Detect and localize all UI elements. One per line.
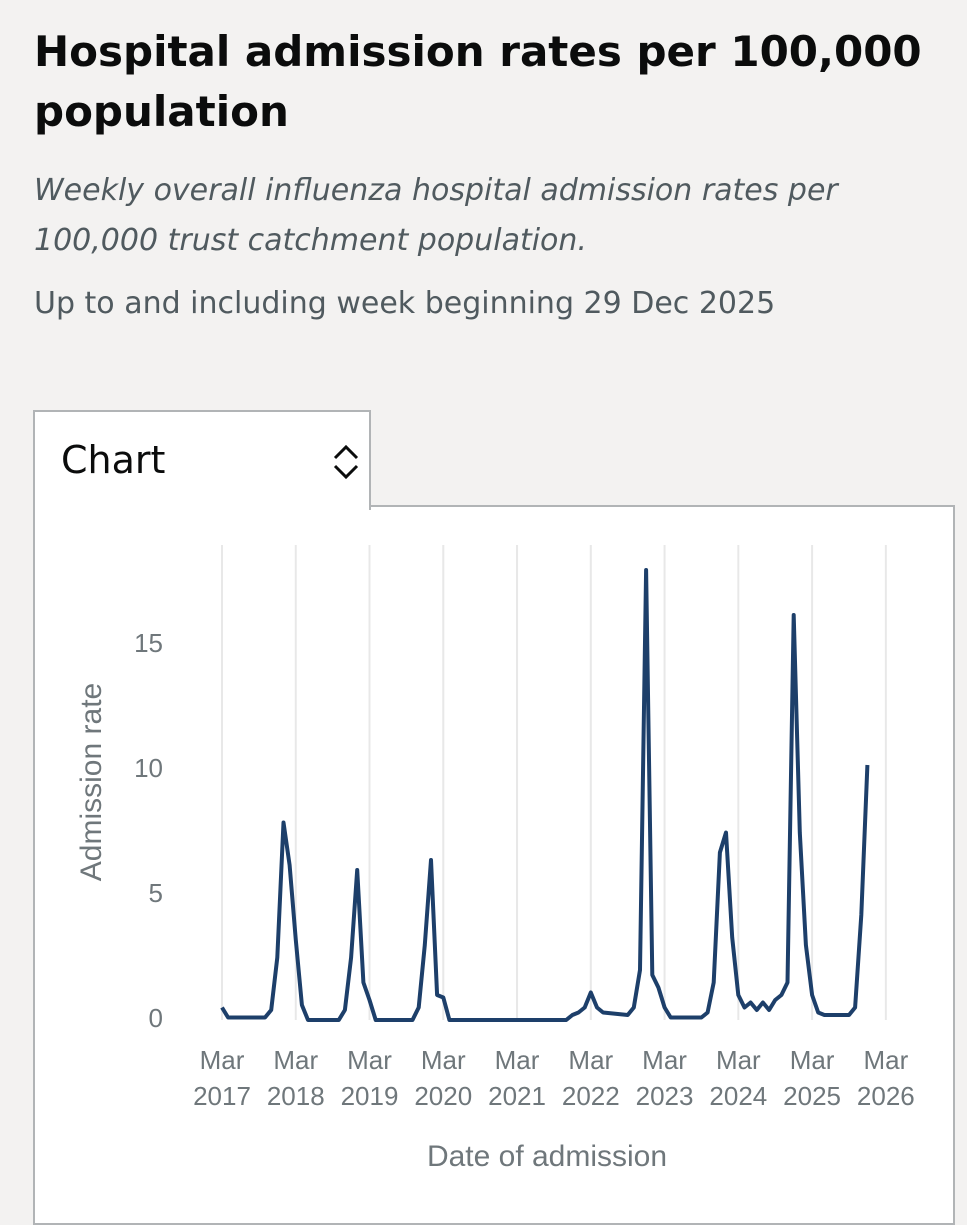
y-tick-label: 0 <box>149 1003 163 1033</box>
chart: Date of admission Admission rate 0 5 10 15 <box>75 545 887 1173</box>
x-tick-label: Mar 2022 <box>561 1045 620 1111</box>
x-tick-label: Mar 2025 <box>783 1045 841 1111</box>
page: Hospital admission rates per 100,000 pop… <box>33 27 955 1225</box>
select-value[interactable]: Chart <box>61 438 166 482</box>
x-tick-label: Mar 2023 <box>635 1045 694 1111</box>
view-select[interactable]: Chart <box>33 410 371 510</box>
x-tick-label: Mar 2026 <box>856 1045 915 1111</box>
x-tick-label: Mar 2020 <box>414 1045 473 1111</box>
page-title: Hospital admission rates per 100,000 pop… <box>34 27 922 136</box>
select-arrows[interactable] <box>331 442 361 482</box>
x-tick-label: Mar 2024 <box>709 1045 768 1111</box>
subtitle: Weekly overall influenza hospital admiss… <box>34 173 838 258</box>
x-tick-label: Mar 2019 <box>340 1045 399 1111</box>
x-tick-label: Mar 2018 <box>266 1045 325 1111</box>
y-tick-label: 15 <box>134 628 163 658</box>
x-tick-label: Mar 2017 <box>193 1045 251 1111</box>
updated-note: Up to and including week beginning 29 De… <box>34 286 776 321</box>
y-axis-title: Admission rate <box>75 683 108 881</box>
data-line <box>220 568 870 1022</box>
x-axis-title: Date of admission <box>427 1140 667 1173</box>
y-tick-label: 5 <box>149 878 163 908</box>
y-tick-label: 10 <box>134 753 163 783</box>
x-tick-label: Mar 2021 <box>488 1045 546 1111</box>
